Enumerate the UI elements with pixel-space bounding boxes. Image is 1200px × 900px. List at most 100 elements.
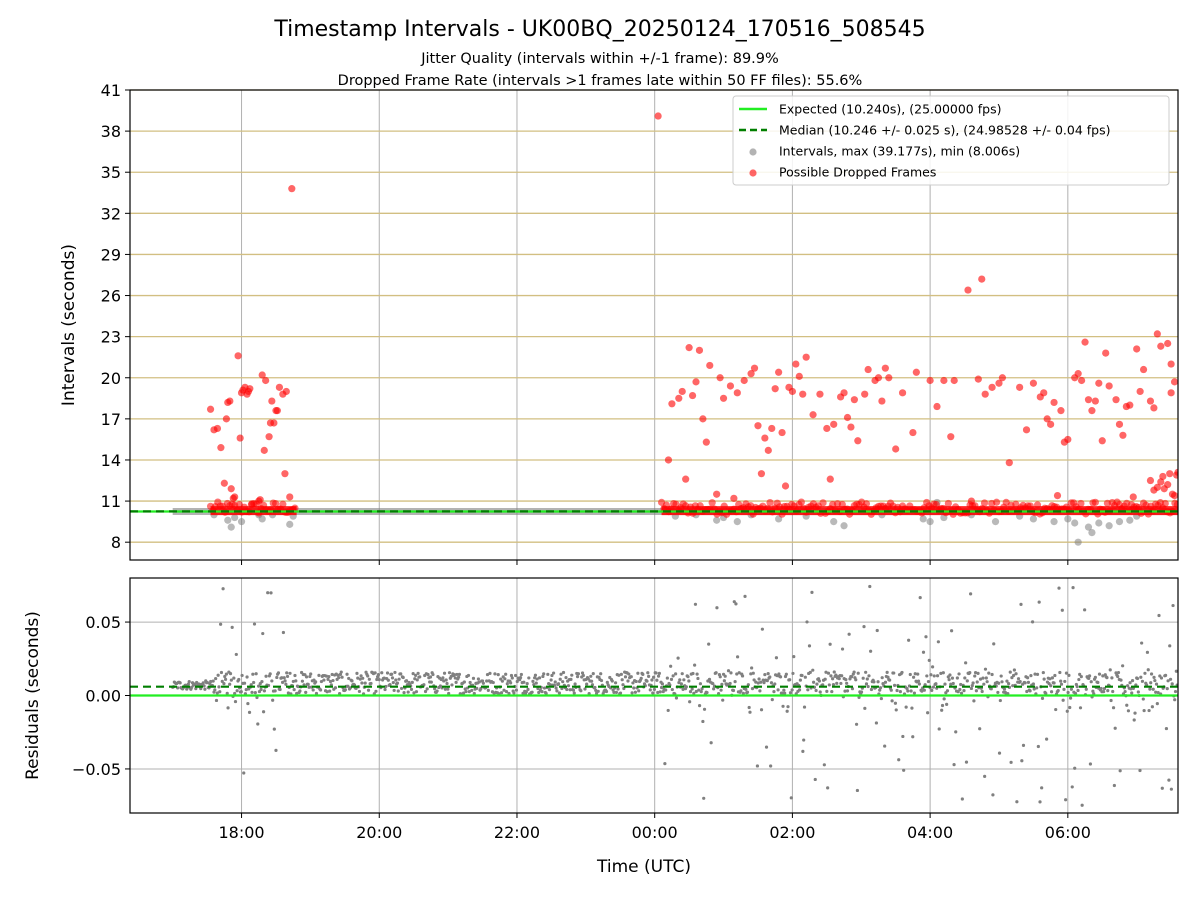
legend-entry-label: Possible Dropped Frames <box>779 165 936 180</box>
dropped-frame-point <box>713 490 721 498</box>
residual-point <box>531 679 535 684</box>
residual-point <box>707 677 712 681</box>
residual-point <box>1088 762 1093 766</box>
residual-point <box>875 628 879 633</box>
residual-point <box>377 677 381 682</box>
residual-point <box>1141 697 1145 701</box>
residual-point <box>762 681 766 685</box>
dropped-frame-point <box>678 387 686 396</box>
dropped-frame-point <box>1129 493 1137 501</box>
dropped-frame-point <box>974 375 982 383</box>
residual-point <box>1167 778 1171 782</box>
residual-point <box>888 678 892 682</box>
interval-point <box>926 518 934 526</box>
residual-point <box>1060 608 1064 612</box>
residual-point <box>555 689 559 693</box>
residual-point <box>366 688 371 692</box>
xtick-label: 04:00 <box>907 823 953 842</box>
residual-point <box>581 673 585 678</box>
residual-point <box>272 727 276 731</box>
dropped-frame-point <box>720 502 728 510</box>
residual-point <box>1102 687 1107 691</box>
residual-point <box>976 671 980 675</box>
residual-point <box>233 691 237 696</box>
residual-point <box>936 640 940 644</box>
residual-point <box>504 672 508 676</box>
residual-point <box>749 672 753 676</box>
residual-point <box>889 688 893 692</box>
residual-point <box>964 661 968 665</box>
residual-point <box>789 796 793 800</box>
residual-point <box>1058 670 1062 675</box>
residual-point <box>610 679 614 683</box>
dropped-frame-point <box>272 500 280 508</box>
residual-point <box>741 691 745 695</box>
residual-point <box>270 679 274 683</box>
residual-point <box>319 679 324 684</box>
residual-point <box>962 689 966 693</box>
residual-point <box>199 686 203 691</box>
residual-point <box>402 691 406 695</box>
residual-point <box>1132 718 1136 722</box>
residual-point <box>627 672 631 676</box>
residual-point <box>909 689 913 693</box>
residual-point <box>1042 677 1046 681</box>
residual-point <box>621 683 625 687</box>
residual-point <box>765 679 769 683</box>
residual-point <box>409 687 414 692</box>
dropped-frame-point <box>747 370 755 378</box>
dropped-frame-point <box>754 422 762 430</box>
residual-point <box>1048 677 1052 681</box>
residual-point <box>1036 744 1040 749</box>
dropped-frame-point <box>262 376 270 385</box>
residual-point <box>982 682 986 686</box>
dropped-frame-point <box>1167 360 1175 368</box>
top-ytick-label: 26 <box>101 287 121 306</box>
residual-point <box>556 682 561 686</box>
residual-point <box>1015 800 1019 804</box>
dropped-frame-point <box>809 411 817 419</box>
residual-point <box>937 727 941 731</box>
residual-point <box>945 689 950 693</box>
residual-point <box>530 690 534 694</box>
residual-point <box>854 678 858 682</box>
residual-point <box>883 680 888 684</box>
residual-point <box>1154 682 1159 686</box>
residual-point <box>411 672 415 676</box>
dropped-frame-point <box>1168 490 1177 498</box>
residual-point <box>1145 650 1150 654</box>
residual-point <box>214 676 218 681</box>
residual-point <box>375 677 379 682</box>
interval-point <box>224 516 232 524</box>
bottom-ytick-label: 0.00 <box>85 687 121 706</box>
top-ytick-label: 32 <box>101 204 121 223</box>
residual-point <box>691 671 695 676</box>
interval-point <box>1029 515 1038 523</box>
residual-point <box>217 685 221 689</box>
residual-point <box>579 689 583 693</box>
dropped-frame-point <box>662 501 670 509</box>
residual-point <box>620 678 624 682</box>
residual-point <box>1035 686 1039 690</box>
dropped-frame-point <box>1016 383 1024 391</box>
residual-point <box>973 671 978 675</box>
residual-point <box>697 688 701 692</box>
residual-point <box>1152 675 1156 680</box>
residual-point <box>219 622 223 626</box>
residual-point <box>949 629 954 633</box>
residual-point <box>546 672 550 676</box>
dropped-frame-point <box>279 500 287 508</box>
dropped-frame-point <box>892 445 900 453</box>
residual-point <box>300 679 305 683</box>
residual-point <box>868 584 872 589</box>
residual-point <box>652 687 657 692</box>
residual-point <box>926 711 930 715</box>
residual-point <box>926 679 931 684</box>
dropped-frame-point <box>1115 420 1124 428</box>
dropped-frame-point <box>1135 503 1143 512</box>
dropped-frame-point <box>288 185 296 193</box>
residual-point <box>778 675 783 679</box>
residual-point <box>252 622 257 626</box>
dropped-frame-point <box>932 500 940 509</box>
residual-point <box>712 687 716 691</box>
